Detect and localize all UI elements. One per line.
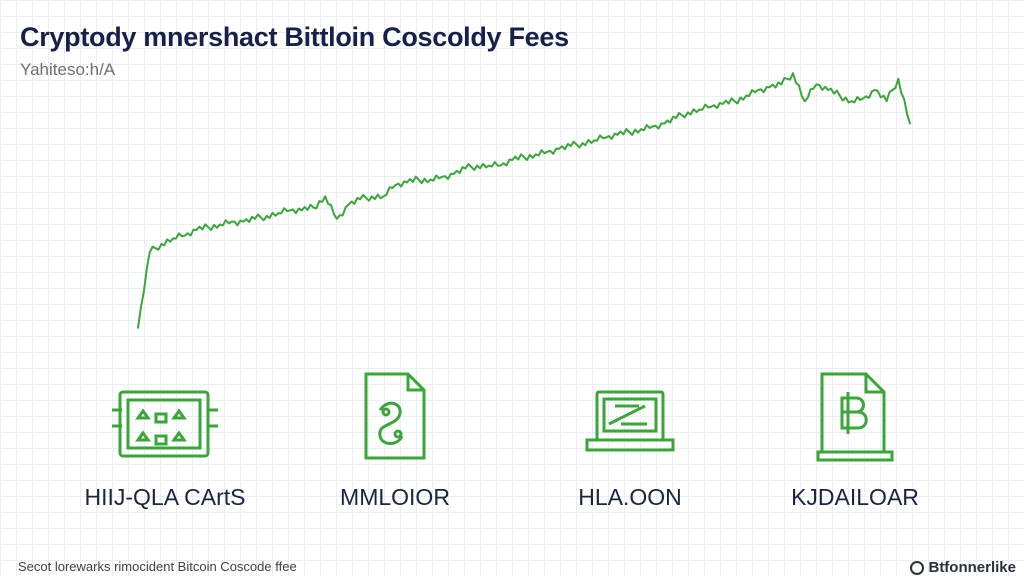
data-point [569,145,572,147]
data-point [874,89,876,91]
data-point [605,136,607,139]
card-label-charts: HIIJ-QLA CArtS [84,484,246,510]
data-point [148,251,151,254]
data-point [324,195,327,198]
data-point [803,100,806,103]
data-point [219,223,221,226]
brand-logo: Btfonnerlike [910,559,1016,576]
data-point [335,217,338,220]
data-point [371,195,373,198]
data-point [523,156,525,159]
data-point [137,327,139,329]
data-point [546,150,549,153]
data-point [640,128,642,131]
data-point [488,164,490,167]
data-point [511,159,514,161]
card-label-python: MMLOIOR [340,484,450,510]
data-point [698,108,701,111]
card-python: MMLOIOR [290,370,500,520]
footer-caption: Secot lorewarks rimocident Bitcoin Cosco… [18,559,297,574]
python-file-icon [364,372,426,460]
data-point [382,195,385,198]
data-point [429,178,432,181]
card-label-laptop: HLA.OON [578,484,682,510]
data-point [733,100,736,103]
data-point [838,94,841,97]
brand-name: Btfonnerlike [928,559,1016,576]
data-point [172,237,175,240]
data-point [897,77,900,80]
card-label-bitcoin-doc: KJDAILOAR [791,484,919,510]
card-laptop: HLA.OON [525,370,735,520]
data-point [850,100,853,103]
data-point [289,209,291,212]
data-point [183,234,186,237]
data-point [885,100,888,103]
data-point [406,181,408,184]
bitcoin-document-icon [816,372,894,462]
data-point [780,83,783,86]
data-point [827,89,829,91]
laptop-icon [585,390,675,452]
card-bitcoin-doc: KJDAILOAR [750,370,960,520]
series-line [137,72,911,329]
data-point [757,89,759,91]
data-point [300,209,303,212]
data-point [394,184,397,187]
data-point [768,86,771,89]
brand-mark-icon [910,560,925,575]
data-point [265,215,268,217]
data-point [721,103,724,105]
chart-title: Cryptody mnershact Bittloin Coscoldy Fee… [20,22,569,52]
chart-subtitle: Yahiteso:h/A [20,60,116,79]
data-point [558,147,560,150]
data-point [581,142,584,145]
data-point [534,153,537,156]
data-point [230,220,233,223]
data-point [616,133,619,136]
data-point [815,83,818,86]
data-point [464,167,467,170]
data-point [862,97,865,100]
data-point [675,117,677,119]
data-point [452,173,455,175]
data-point [441,175,443,178]
data-point [277,212,280,215]
data-point [242,220,245,223]
data-point [160,243,163,245]
data-point [651,125,654,128]
data-point [792,72,794,75]
data-point [347,203,350,206]
data-point [663,122,666,125]
data-point [254,217,256,220]
data-point [312,206,315,209]
chart-board-icon [112,390,218,458]
data-point [207,226,210,229]
data-point [417,178,420,181]
data-point [476,164,479,167]
data-point [745,94,748,97]
data-point [593,139,596,142]
data-point [499,164,502,167]
data-point [686,111,689,114]
data-point [710,105,713,108]
data-point [195,229,198,231]
data-point [909,122,911,125]
data-point [359,198,362,201]
card-charts: HIIJ-QLA CArtS [60,370,270,520]
data-point [628,131,631,133]
